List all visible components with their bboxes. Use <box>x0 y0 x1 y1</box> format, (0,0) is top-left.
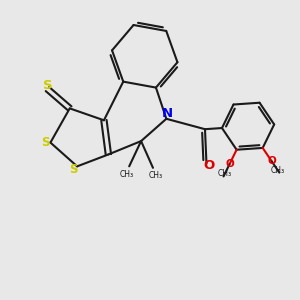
Text: CH₃: CH₃ <box>119 170 133 179</box>
Text: O: O <box>225 159 234 170</box>
Text: O: O <box>267 157 276 166</box>
Text: CH₃: CH₃ <box>218 169 232 178</box>
Text: N: N <box>162 107 173 120</box>
Text: CH₃: CH₃ <box>271 166 285 175</box>
Text: S: S <box>69 164 78 176</box>
Text: O: O <box>204 159 215 172</box>
Text: S: S <box>43 79 52 92</box>
Text: CH₃: CH₃ <box>149 171 163 180</box>
Text: S: S <box>41 136 49 149</box>
